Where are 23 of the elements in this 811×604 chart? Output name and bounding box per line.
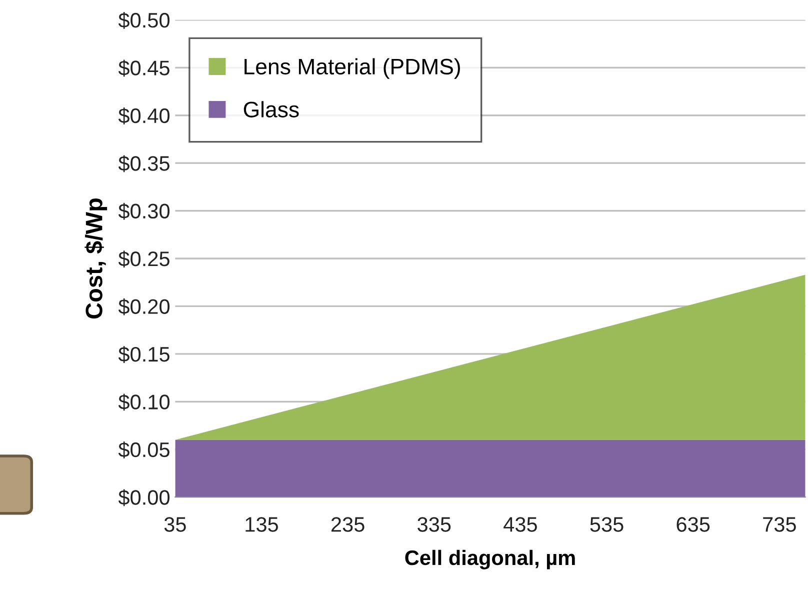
y-tick-label: $0.50 <box>118 12 170 29</box>
y-axis-title: Cost, $/Wp <box>84 198 108 319</box>
y-tick-label: $0.00 <box>118 489 170 506</box>
y-tick-label: $0.30 <box>118 202 170 220</box>
y-tick-label: $0.20 <box>118 298 170 316</box>
x-tick-label: 35 <box>164 517 186 532</box>
y-tick-label: $0.35 <box>118 155 170 172</box>
x-tick-label: 135 <box>246 517 278 532</box>
x-tick-label: 535 <box>590 517 624 532</box>
legend-label: Glass <box>244 101 299 118</box>
y-tick-label: $0.15 <box>118 346 170 363</box>
x-axis-title: Cell diagonal, µm <box>405 550 575 570</box>
x-tick-label: 635 <box>676 517 710 532</box>
legend-label: Lens Material (PDMS) <box>244 58 460 79</box>
y-tick-label: $0.10 <box>118 394 170 411</box>
y-tick-label: $0.25 <box>118 250 170 268</box>
y-tick-label: $0.40 <box>118 107 170 124</box>
x-tick-label: 335 <box>418 517 451 532</box>
y-tick-label: $0.45 <box>118 60 170 77</box>
x-tick-label: 235 <box>331 517 364 532</box>
x-tick-label: 735 <box>763 517 796 532</box>
y-tick-label: $0.05 <box>118 442 170 458</box>
x-tick-label: 435 <box>504 517 537 532</box>
